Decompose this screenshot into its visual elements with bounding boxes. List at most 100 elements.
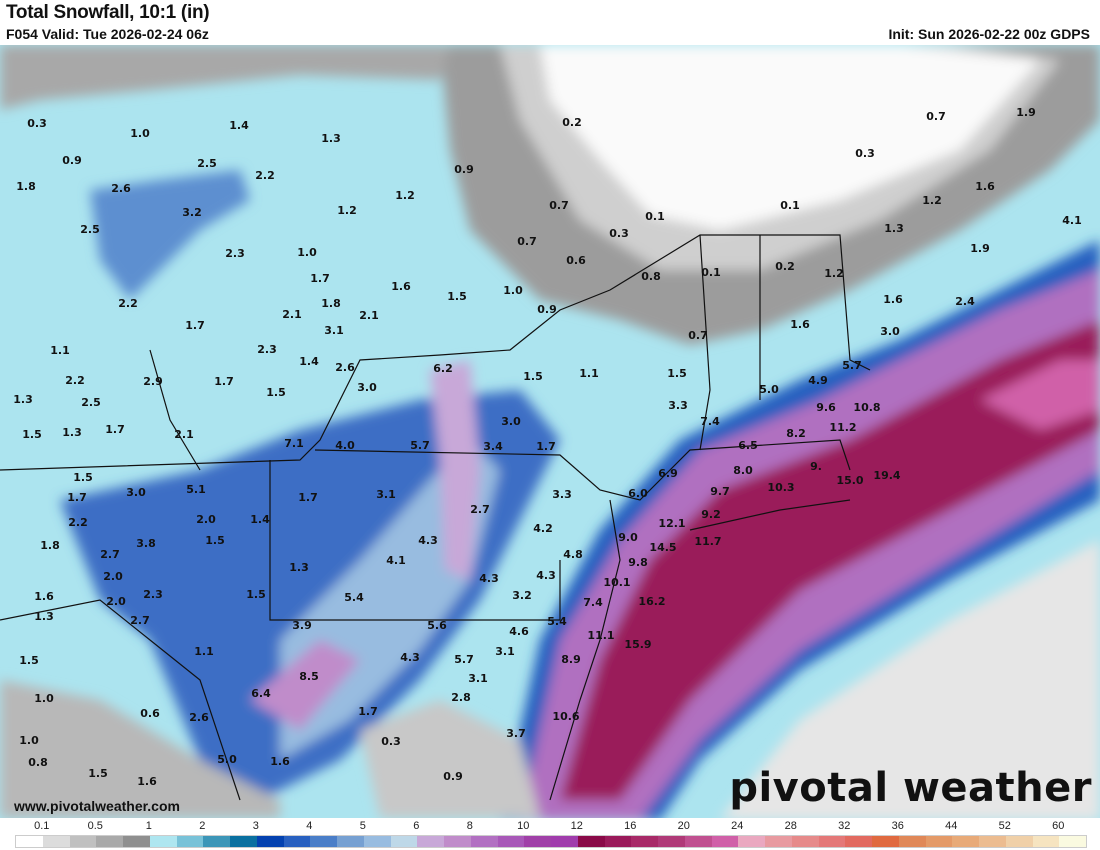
init-time: Init: Sun 2026-02-22 00z GDPS (888, 26, 1090, 42)
colorbar-label: 5 (359, 820, 366, 832)
colorbar-swatch (738, 836, 765, 847)
snowfall-value-label: 1.4 (250, 513, 270, 526)
snowfall-value-label: 6.5 (738, 439, 758, 452)
colorbar-swatch (791, 836, 819, 847)
snowfall-value-label: 1.3 (289, 561, 309, 574)
snowfall-value-label: 1.5 (205, 534, 225, 547)
snowfall-value-label: 2.0 (196, 513, 216, 526)
snowfall-value-label: 10.8 (853, 401, 880, 414)
snowfall-value-label: 2.6 (111, 182, 131, 195)
snowfall-value-label: 0.9 (443, 770, 463, 783)
snowfall-value-label: 11.2 (829, 421, 856, 434)
snowfall-value-label: 1.3 (62, 426, 82, 439)
snowfall-value-label: 1.5 (266, 386, 286, 399)
snowfall-value-label: 4.6 (509, 625, 529, 638)
snowfall-value-label: 0.2 (562, 116, 582, 129)
snowfall-value-label: 9.6 (816, 401, 836, 414)
snowfall-value-label: 4.8 (563, 548, 583, 561)
snowfall-value-label: 1.7 (185, 319, 205, 332)
snowfall-value-label: 10.1 (603, 576, 630, 589)
snowfall-value-label: 9.8 (628, 556, 648, 569)
colorbar-swatch (42, 836, 70, 847)
snowfall-value-label: 10.3 (767, 481, 794, 494)
snowfall-value-label: 2.8 (451, 691, 471, 704)
snowfall-value-label: 14.5 (649, 541, 676, 554)
colorbar-swatch (845, 836, 872, 847)
snowfall-value-label: 1.2 (395, 189, 415, 202)
snowfall-value-label: 2.5 (80, 223, 100, 236)
snowfall-value-label: 3.3 (552, 488, 572, 501)
snowfall-value-label: 2.3 (257, 343, 277, 356)
snowfall-value-label: 1.9 (1016, 106, 1036, 119)
snowfall-value-label: 1.8 (40, 539, 60, 552)
snowfall-value-label: 2.5 (81, 396, 101, 409)
snowfall-value-label: 2.4 (955, 295, 975, 308)
colorbar-label: 8 (466, 820, 473, 832)
snowfall-value-label: 3.2 (182, 206, 202, 219)
snowfall-value-label: 1.7 (298, 491, 318, 504)
snowfall-value-label: 2.1 (359, 309, 379, 322)
snowfall-value-label: 6.0 (628, 487, 648, 500)
snowfall-value-label: 11.7 (694, 535, 721, 548)
snowfall-value-label: 1.0 (503, 284, 523, 297)
colorbar-label: 10 (517, 820, 530, 832)
colorbar-swatch (176, 836, 204, 847)
colorbar-swatch (925, 836, 953, 847)
colorbar-swatch (551, 836, 578, 847)
colorbar-swatch (872, 836, 899, 847)
snowfall-value-label: 0.7 (688, 329, 708, 342)
snowfall-value-label: 1.6 (270, 755, 290, 768)
snowfall-value-label: 2.5 (197, 157, 217, 170)
colorbar-swatch (470, 836, 498, 847)
colorbar-swatch (524, 836, 551, 847)
snowfall-value-label: 3.1 (468, 672, 488, 685)
gray-southwest (0, 680, 280, 818)
snowfall-value-label: 0.8 (28, 756, 48, 769)
colorbar-swatch (310, 836, 337, 847)
colorbar-swatch (256, 836, 284, 847)
snowfall-value-label: 1.6 (975, 180, 995, 193)
snowfall-value-label: 0.9 (537, 303, 557, 316)
colorbar-label: 3 (252, 820, 259, 832)
colorbar-swatch (96, 836, 123, 847)
snowfall-value-label: 12.1 (658, 517, 685, 530)
snowfall-value-label: 1.1 (194, 645, 214, 658)
snowfall-value-label: 1.2 (922, 194, 942, 207)
gray-northwest-strip (0, 45, 450, 110)
snowfall-value-label: 2.2 (68, 516, 88, 529)
snowfall-value-label: 1.5 (447, 290, 467, 303)
snowfall-value-label: 1.9 (970, 242, 990, 255)
snowfall-value-label: 10.6 (552, 710, 579, 723)
snowfall-value-label: 1.7 (105, 423, 125, 436)
colorbar-label: 0.1 (34, 820, 50, 832)
website-url[interactable]: www.pivotalweather.com (14, 798, 180, 814)
snowfall-value-label: 0.2 (775, 260, 795, 273)
snowfall-value-label: 5.6 (427, 619, 447, 632)
snowfall-value-label: 19.4 (873, 469, 900, 482)
snowfall-value-label: 0.3 (27, 117, 47, 130)
snowfall-value-label: 2.0 (103, 570, 123, 583)
snowfall-value-label: 0.3 (609, 227, 629, 240)
snowfall-value-label: 0.6 (140, 707, 160, 720)
colorbar-label: 60 (1052, 820, 1065, 832)
snowfall-value-label: 15.9 (624, 638, 651, 651)
snowfall-value-label: 11.1 (587, 629, 614, 642)
snowfall-value-label: 1.6 (883, 293, 903, 306)
colorbar-swatch (604, 836, 632, 847)
snowfall-value-label: 3.1 (376, 488, 396, 501)
snowfall-point-labels: 0.3 1.0 1.4 1.3 0.2 0.7 1.9 0.9 2.5 2.2 0.9 0.3 1.8 2… (13, 106, 1082, 788)
snowfall-value-label: 1.5 (523, 370, 543, 383)
snowfall-value-label: 1.2 (337, 204, 357, 217)
snowfall-value-label: 1.6 (34, 590, 54, 603)
snowfall-value-label: 6.4 (251, 687, 271, 700)
snowfall-value-label: 4.3 (418, 534, 438, 547)
snowfall-value-label: 2.6 (335, 361, 355, 374)
colorbar-swatch (684, 836, 712, 847)
colorbar-swatch (69, 836, 97, 847)
snowfall-value-label: 2.7 (470, 503, 490, 516)
snowfall-value-label: 5.4 (547, 615, 567, 628)
colorbar-swatch (818, 836, 846, 847)
colorbar-swatch (1059, 836, 1086, 847)
pink-max (980, 360, 1100, 430)
purple-streak-central (430, 360, 480, 580)
